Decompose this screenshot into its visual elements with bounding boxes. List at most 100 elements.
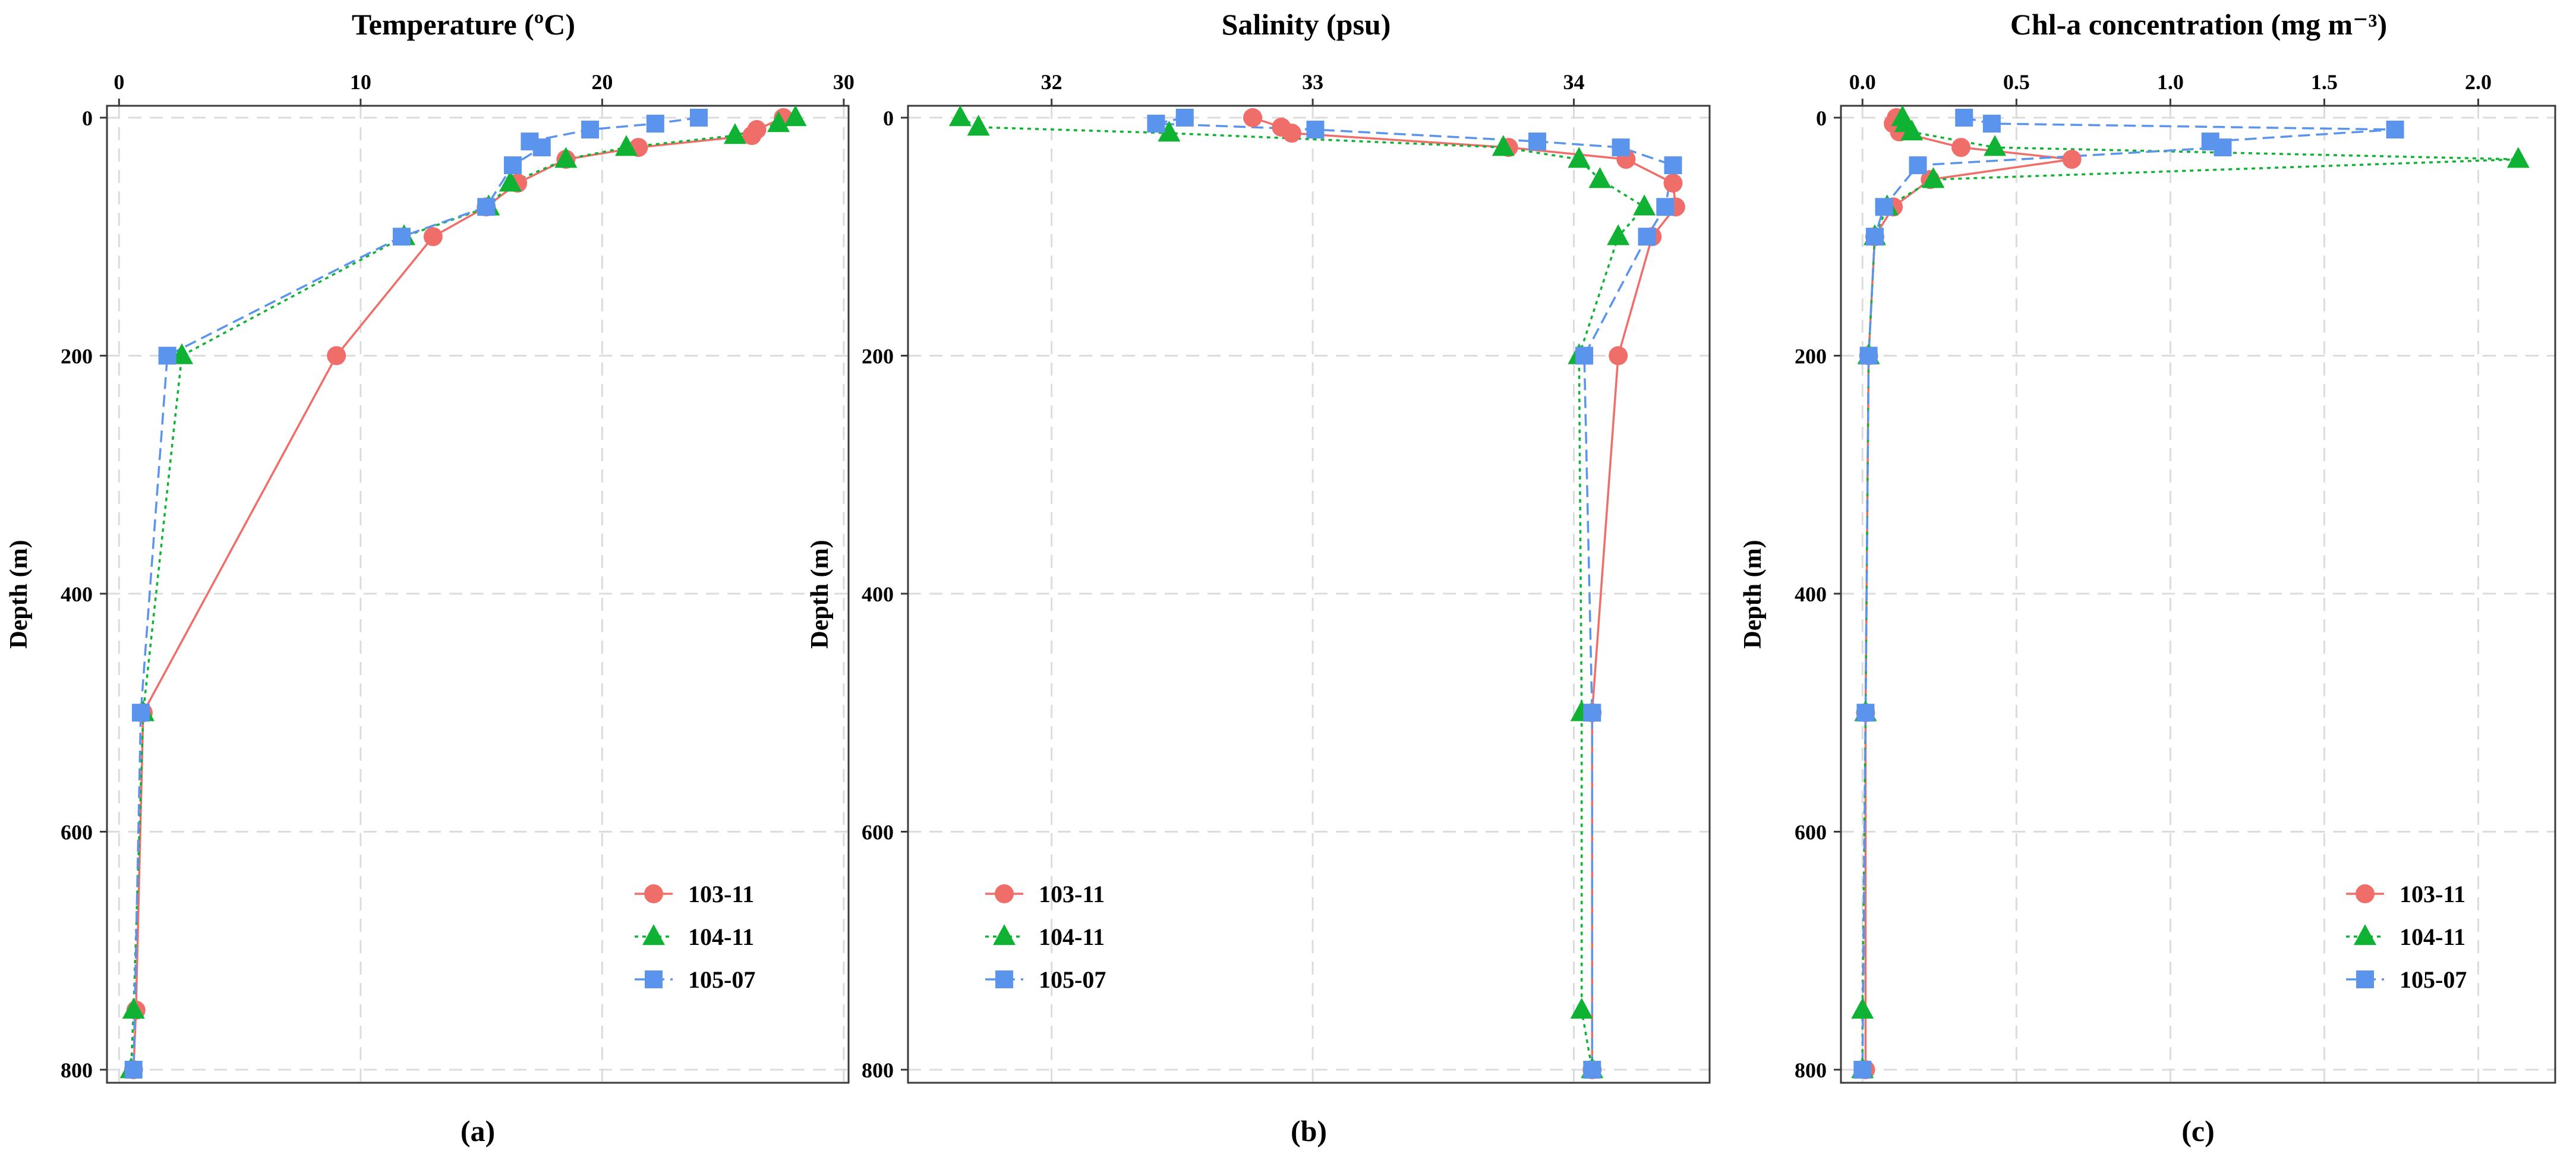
data-point-105-07	[1982, 115, 2001, 133]
data-point-105-07	[1853, 1061, 1872, 1079]
legend-marker	[2354, 924, 2376, 945]
y-tick-label: 800	[61, 1058, 93, 1082]
data-point-105-07	[1583, 704, 1601, 722]
data-point-104-11	[615, 135, 638, 156]
legend: 103-11 104-11 105-07	[985, 881, 1106, 993]
data-point-105-07	[1856, 704, 1875, 722]
legend-label: 104-11	[1039, 924, 1105, 950]
data-point-104-11	[784, 105, 807, 127]
legend-marker	[993, 924, 1016, 945]
y-tick-label: 800	[1795, 1058, 1827, 1082]
data-point-104-11	[1922, 167, 1945, 188]
data-point-105-07	[1656, 198, 1675, 216]
x-tick-label: 30	[833, 70, 855, 94]
y-tick-label: 400	[1795, 582, 1827, 606]
data-point-104-11	[122, 997, 145, 1019]
y-tick-label: 600	[862, 821, 894, 844]
legend: 103-11 104-11 105-07	[2346, 881, 2467, 993]
x-tick-label: 20	[591, 70, 613, 94]
data-point-105-07	[1612, 138, 1630, 157]
data-point-105-07	[392, 228, 411, 246]
data-point-105-07	[1664, 156, 1682, 175]
legend-label: 105-07	[1039, 966, 1106, 993]
series-line-104-11	[130, 116, 796, 1070]
y-tick-label: 200	[1795, 345, 1827, 368]
data-point-103-11	[1951, 138, 1971, 157]
data-point-105-07	[477, 198, 496, 216]
data-point-104-11	[1568, 147, 1591, 168]
y-tick-label: 200	[61, 345, 93, 368]
y-tick-label: 600	[1795, 821, 1827, 844]
data-point-104-11	[723, 123, 746, 144]
salinity-panel: 32 33 34 0 200 400 600 800 Salinity (psu) Depth (…	[806, 8, 1711, 1148]
y-axis-label: Depth (m)	[5, 540, 33, 648]
y-tick-label: 400	[862, 582, 894, 606]
series-line-104-11	[960, 116, 1646, 1070]
x-tick-label: 1.0	[2157, 70, 2184, 94]
x-tick-label: 0.0	[1849, 70, 1876, 94]
data-point-104-11	[1570, 997, 1593, 1019]
data-point-104-11	[554, 147, 578, 168]
x-tick-label: 10	[350, 70, 371, 94]
data-point-105-07	[1859, 346, 1878, 365]
data-point-104-11	[1607, 224, 1630, 245]
legend-marker	[645, 970, 663, 988]
temperature-panel: 0 10 20 30 0 200 400 600 800 Temperature (ºC) Dept…	[5, 8, 855, 1148]
data-point-104-11	[967, 115, 990, 136]
data-point-105-07	[1638, 228, 1656, 246]
data-point-104-11	[1158, 121, 1181, 142]
x-tick-label: 34	[1563, 70, 1585, 94]
data-point-104-11	[1492, 135, 1515, 156]
data-point-103-11	[1282, 124, 1301, 143]
legend-label: 105-07	[688, 966, 755, 993]
legend-label: 103-11	[2400, 881, 2465, 907]
data-point-104-11	[1851, 997, 1874, 1019]
data-point-105-07	[1875, 198, 1893, 216]
legend: 103-11 104-11 105-07	[635, 881, 755, 993]
x-tick-label: 1.5	[2311, 70, 2338, 94]
data-point-105-07	[1909, 156, 1927, 175]
y-tick-label: 600	[61, 821, 93, 844]
data-point-105-07	[532, 138, 551, 157]
series-line-104-11	[1861, 117, 2518, 1070]
y-axis-label: Depth (m)	[1739, 540, 1767, 648]
y-tick-label: 800	[862, 1058, 894, 1082]
data-point-105-07	[158, 346, 176, 365]
legend-marker	[2356, 884, 2375, 903]
data-point-105-07	[1175, 109, 1194, 127]
data-point-104-11	[1984, 135, 2007, 156]
data-point-104-11	[948, 105, 972, 127]
x-tick-label: 32	[1041, 70, 1062, 94]
data-point-105-07	[1865, 228, 1884, 246]
data-point-103-11	[1243, 108, 1263, 127]
data-point-104-11	[1900, 119, 1924, 141]
legend-label: 105-07	[2400, 966, 2467, 993]
data-point-103-11	[1609, 346, 1628, 365]
data-point-105-07	[1955, 109, 1973, 127]
data-point-105-07	[1147, 115, 1165, 133]
data-point-103-11	[423, 227, 443, 247]
x-tick-label: 0.5	[2003, 70, 2030, 94]
chart-title: Salinity (psu)	[1222, 8, 1391, 41]
data-point-105-07	[1575, 346, 1594, 365]
data-point-103-11	[2062, 150, 2082, 169]
panel-label: (c)	[2181, 1114, 2215, 1148]
x-tick-label: 33	[1302, 70, 1323, 94]
y-tick-label: 0	[883, 106, 894, 130]
data-point-105-07	[2386, 121, 2404, 139]
legend-marker	[642, 924, 665, 945]
data-point-104-11	[1633, 194, 1656, 216]
data-point-103-11	[327, 346, 346, 365]
legend-label: 104-11	[2400, 924, 2465, 950]
data-point-105-07	[124, 1061, 143, 1079]
data-point-103-11	[1663, 174, 1683, 193]
data-point-105-07	[581, 121, 600, 139]
legend-marker	[995, 970, 1013, 988]
panel-label: (b)	[1291, 1114, 1327, 1148]
y-tick-label: 400	[61, 582, 93, 606]
data-point-105-07	[689, 109, 708, 127]
series-line-105-07	[1156, 116, 1675, 1070]
y-tick-label: 0	[82, 106, 93, 130]
data-point-105-07	[2214, 138, 2232, 157]
